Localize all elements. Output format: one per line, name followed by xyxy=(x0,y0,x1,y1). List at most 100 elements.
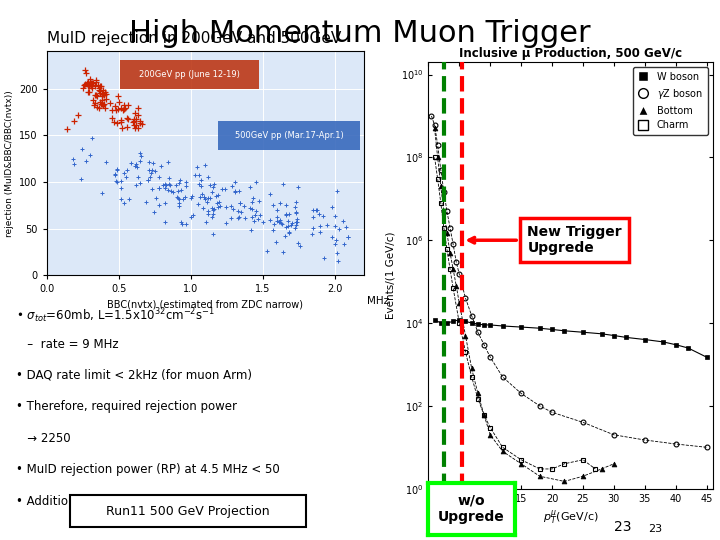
Point xyxy=(149,166,161,175)
Point xyxy=(226,181,238,190)
Point xyxy=(115,177,127,186)
Point xyxy=(68,160,80,168)
Point xyxy=(115,116,127,125)
Point xyxy=(217,185,228,194)
Point xyxy=(84,88,95,97)
Point xyxy=(166,186,177,195)
Point xyxy=(314,221,325,230)
Point xyxy=(113,98,125,106)
Point xyxy=(132,124,143,132)
Point xyxy=(180,219,192,228)
Point xyxy=(91,76,102,84)
Point xyxy=(175,218,186,226)
Point xyxy=(275,215,287,224)
Point xyxy=(284,229,295,238)
Point xyxy=(130,124,141,132)
Point xyxy=(114,184,126,193)
Point xyxy=(159,218,171,226)
Point xyxy=(142,176,153,184)
Text: • $\sigma_{tot}$=60mb, L=1.5x10$^{32}$cm$^{-2}$s$^{-1}$: • $\sigma_{tot}$=60mb, L=1.5x10$^{32}$cm… xyxy=(16,306,215,325)
Point xyxy=(196,176,207,184)
Point xyxy=(207,210,219,218)
Point xyxy=(96,99,108,108)
Point xyxy=(68,154,79,163)
Point xyxy=(207,212,218,221)
Point xyxy=(337,217,348,225)
Point xyxy=(204,193,215,202)
Point xyxy=(247,205,258,214)
Point xyxy=(206,188,217,197)
Point xyxy=(245,183,256,191)
Point xyxy=(207,183,219,192)
Text: • DAQ rate limit < 2kHz (for muon Arm): • DAQ rate limit < 2kHz (for muon Arm) xyxy=(16,369,252,382)
Point xyxy=(153,172,165,181)
Point xyxy=(330,240,341,248)
Point xyxy=(132,111,143,119)
Text: • MuID rejection power (RP) at 4.5 MHz < 50: • MuID rejection power (RP) at 4.5 MHz <… xyxy=(16,463,280,476)
Point xyxy=(135,152,147,161)
Point xyxy=(110,105,122,114)
Text: w/o
Upgrede: w/o Upgrede xyxy=(438,494,505,524)
Point xyxy=(130,159,142,168)
Point xyxy=(211,192,222,200)
Text: –  rate = 9 MHz: – rate = 9 MHz xyxy=(16,338,119,350)
FancyBboxPatch shape xyxy=(120,60,259,90)
Point xyxy=(220,203,232,212)
Point xyxy=(128,117,140,126)
Point xyxy=(97,86,109,94)
Point xyxy=(99,90,110,99)
Point xyxy=(274,199,286,207)
Point xyxy=(93,80,104,89)
Point xyxy=(199,195,210,204)
Text: 23: 23 xyxy=(614,519,631,534)
Point xyxy=(282,221,293,230)
Point xyxy=(193,171,204,179)
Point xyxy=(127,117,138,126)
Point xyxy=(115,195,127,204)
Point xyxy=(100,94,112,103)
Point xyxy=(233,214,244,222)
Point xyxy=(229,188,240,197)
Point xyxy=(196,190,207,198)
Point xyxy=(247,213,258,221)
Point xyxy=(230,187,241,195)
Point xyxy=(271,238,282,246)
Point xyxy=(160,199,171,207)
Point xyxy=(146,185,158,193)
Point xyxy=(200,218,212,226)
Point xyxy=(91,92,102,100)
Point xyxy=(100,158,112,167)
Point xyxy=(122,101,133,110)
Point xyxy=(163,174,175,183)
Point xyxy=(206,204,217,212)
Legend: W boson, $\gamma$Z boson, Bottom, Charm: W boson, $\gamma$Z boson, Bottom, Charm xyxy=(633,67,708,135)
Point xyxy=(106,106,117,114)
Point xyxy=(61,125,73,133)
Point xyxy=(213,198,225,206)
Point xyxy=(161,180,172,189)
Point xyxy=(159,184,171,193)
Point xyxy=(271,216,283,225)
Text: 500GeV pp (Mar.17-Apr.1): 500GeV pp (Mar.17-Apr.1) xyxy=(235,131,343,140)
Text: MuID rejection in 200GeV and 500GeV: MuID rejection in 200GeV and 500GeV xyxy=(47,31,341,46)
Point xyxy=(79,80,91,89)
Point xyxy=(176,185,187,194)
Point xyxy=(191,163,202,171)
Point xyxy=(271,212,283,221)
Point xyxy=(112,178,123,186)
Point xyxy=(89,90,101,99)
Point xyxy=(267,226,279,234)
Point xyxy=(289,203,301,212)
Point xyxy=(86,79,97,87)
Point xyxy=(96,188,108,197)
Point xyxy=(82,77,94,86)
Point xyxy=(171,193,183,201)
Point xyxy=(207,230,219,239)
Point xyxy=(128,120,140,129)
Point xyxy=(96,96,108,104)
Point xyxy=(84,74,95,83)
Point xyxy=(174,198,185,207)
Point xyxy=(84,80,95,89)
Point xyxy=(211,199,222,207)
Point xyxy=(109,171,121,179)
